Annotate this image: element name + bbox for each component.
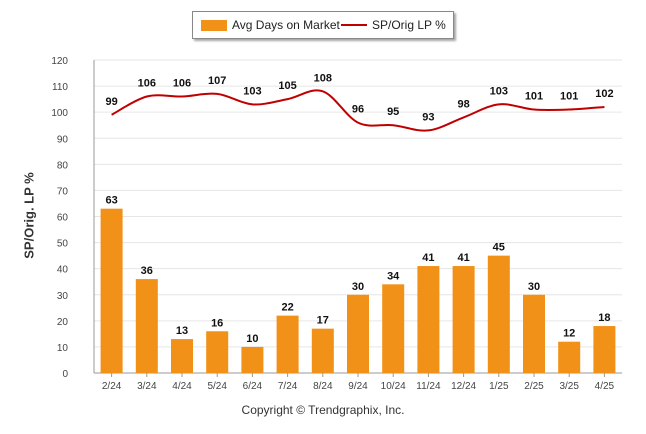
line-value-label: 102 — [595, 88, 613, 100]
grid-lines — [94, 59, 622, 374]
line-value-label: 106 — [138, 78, 156, 90]
bar-value-label: 22 — [281, 302, 293, 314]
line-value-label: 105 — [278, 80, 296, 92]
copyright-text: Copyright © Trendgraphix, Inc. — [241, 403, 405, 417]
y-tick-label: 120 — [51, 56, 68, 67]
line-value-label: 96 — [352, 104, 364, 116]
bar-value-label: 30 — [352, 281, 364, 293]
bar — [487, 255, 510, 373]
y-tick-label: 20 — [57, 317, 69, 328]
line-path — [111, 89, 605, 132]
x-tick-label: 9/24 — [348, 381, 368, 392]
y-tick-label: 50 — [57, 239, 69, 250]
legend: Avg Days on Market SP/Orig LP % — [192, 11, 454, 39]
bar-value-label: 30 — [528, 281, 540, 293]
bar — [593, 326, 616, 373]
bar-value-label: 45 — [493, 242, 505, 254]
bar — [171, 339, 193, 373]
legend-item-line: SP/Orig LP % — [341, 18, 446, 32]
y-tick-label: 30 — [57, 291, 69, 302]
y-tick-label: 70 — [57, 186, 69, 197]
y-tick-label: 110 — [52, 82, 68, 93]
bar-value-label: 18 — [598, 312, 610, 324]
x-tick-label: 3/24 — [137, 381, 157, 392]
line-value-label: 103 — [490, 85, 508, 97]
bar-value-label: 12 — [563, 328, 575, 340]
bar-series — [100, 208, 616, 373]
y-tick-label: 100 — [51, 108, 68, 119]
line-value-label: 101 — [560, 91, 578, 103]
x-tick-label: 1/25 — [489, 381, 509, 392]
legend-bar-swatch — [201, 19, 227, 31]
y-tick-label: 60 — [57, 213, 69, 224]
bar — [347, 294, 369, 373]
line-value-label: 106 — [173, 78, 191, 90]
axes: 0 10 20 30 40 50 60 70 80 90 100 110 120 2/24 3/24 4/24… — [51, 56, 622, 392]
x-tick-label: 4/24 — [172, 381, 192, 392]
bar-value-label: 34 — [387, 270, 400, 282]
bar — [100, 208, 123, 373]
bar — [276, 315, 299, 373]
data-labels: 63 36 13 16 10 22 17 30 34 41 41 45 30 12 18 99 106 106 10… — [105, 72, 613, 345]
line-series — [111, 89, 605, 132]
bar — [206, 331, 229, 373]
bar — [241, 346, 264, 373]
x-tick-label: 2/25 — [524, 381, 544, 392]
x-tick-label: 12/24 — [451, 381, 476, 392]
legend-line-label: SP/Orig LP % — [372, 18, 446, 32]
x-tick-label: 8/24 — [313, 381, 333, 392]
bar-value-label: 10 — [246, 333, 258, 345]
bar-value-label: 41 — [422, 252, 434, 264]
x-tick-label: 11/24 — [416, 381, 441, 392]
line-value-label: 95 — [387, 106, 399, 118]
line-value-label: 108 — [314, 72, 332, 84]
y-axis-title: SP/Orig. LP % — [21, 172, 37, 259]
line-value-label: 99 — [105, 96, 117, 108]
bar — [417, 266, 440, 373]
x-tick-label: 2/24 — [102, 381, 122, 392]
bar-value-label: 41 — [457, 252, 469, 264]
y-tick-label: 80 — [57, 160, 69, 171]
bar — [452, 266, 475, 373]
bar-value-label: 63 — [105, 195, 117, 207]
bar — [382, 284, 405, 373]
line-value-label: 103 — [243, 85, 261, 97]
x-tick-label: 3/25 — [559, 381, 579, 392]
bar — [311, 328, 334, 373]
x-tick-label: 5/24 — [207, 381, 227, 392]
bar — [523, 294, 545, 373]
bar-value-label: 16 — [211, 317, 223, 329]
x-tick-label: 4/25 — [595, 381, 615, 392]
line-value-label: 98 — [457, 98, 469, 110]
bar — [558, 341, 581, 373]
y-tick-label: 0 — [62, 369, 68, 380]
legend-item-bar: Avg Days on Market — [201, 18, 340, 32]
bar — [135, 279, 158, 373]
line-value-label: 101 — [525, 91, 543, 103]
bar-value-label: 13 — [176, 325, 188, 337]
bar-value-label: 36 — [141, 265, 153, 277]
legend-line-swatch — [341, 24, 367, 26]
x-tick-label: 10/24 — [381, 381, 406, 392]
bar-value-label: 17 — [317, 315, 329, 327]
legend-bar-label: Avg Days on Market — [232, 18, 340, 32]
x-tick-label: 7/24 — [278, 381, 298, 392]
y-tick-label: 40 — [57, 265, 69, 276]
line-value-label: 93 — [422, 111, 434, 123]
line-value-label: 107 — [208, 75, 226, 87]
y-tick-label: 10 — [57, 343, 69, 354]
y-tick-label: 90 — [57, 134, 69, 145]
x-tick-label: 6/24 — [243, 381, 263, 392]
